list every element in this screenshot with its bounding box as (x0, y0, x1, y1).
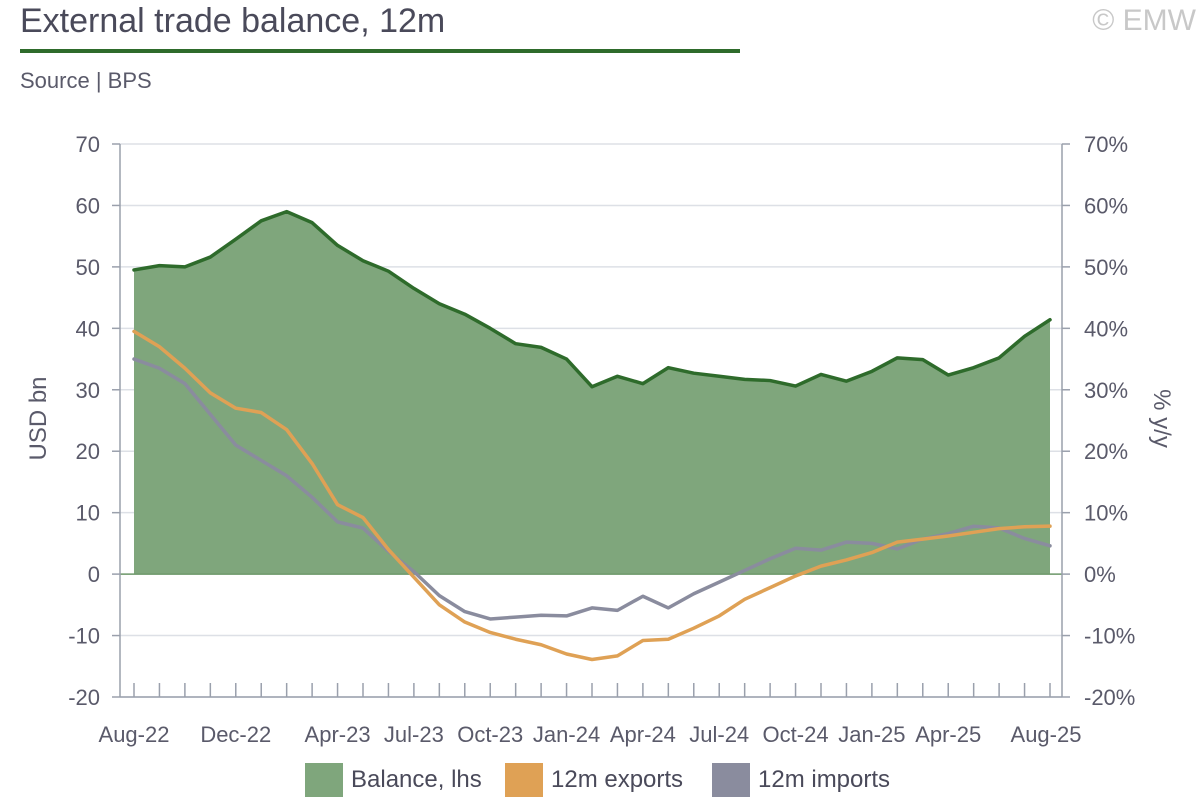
y-tick-left-3: 40 (76, 316, 100, 341)
x-tick-label-2: Apr-23 (305, 722, 371, 747)
y-tick-left-0: 70 (76, 132, 100, 157)
legend-swatch-exports (505, 763, 543, 797)
x-tick-label-7: Jul-24 (689, 722, 749, 747)
y-axis-title-right: % y/y (1148, 389, 1175, 448)
y-tick-right-3: 40% (1084, 316, 1128, 341)
legend-swatch-imports (712, 763, 750, 797)
x-tick-label-8: Oct-24 (763, 722, 829, 747)
y-tick-left-6: 10 (76, 501, 100, 526)
source-note: Source | BPS (20, 68, 152, 93)
x-tick-label-11: Aug-25 (1011, 722, 1082, 747)
legend-item-exports: 12m exports (505, 762, 683, 798)
axes (112, 143, 1070, 698)
legend-label-balance: Balance, lhs (351, 766, 482, 793)
y-tick-left-9: -20 (68, 685, 100, 710)
title-underline (20, 49, 740, 53)
y-tick-right-1: 60% (1084, 193, 1128, 218)
x-tick-label-9: Jan-25 (838, 722, 905, 747)
chart-title: External trade balance, 12m (20, 2, 446, 40)
y-tick-left-4: 30 (76, 378, 100, 403)
y-tick-left-5: 20 (76, 439, 100, 464)
balance-area-layer (120, 211, 1062, 575)
y-tick-right-9: -20% (1084, 685, 1135, 710)
x-tick-label-4: Oct-23 (457, 722, 523, 747)
imports-line (132, 357, 1052, 621)
y-tick-right-0: 70% (1084, 132, 1128, 157)
x-tick-label-0: Aug-22 (99, 722, 170, 747)
balance-area (134, 211, 1050, 575)
tick-labels: 70 70% 60 60% 50 50% 40 40% 30 30% 20 20% 10 10% 0 0% -1… (25, 132, 1175, 747)
legend-label-exports: 12m exports (551, 766, 684, 793)
legend-label-imports: 12m imports (758, 766, 891, 793)
x-tick-label-1: Dec-22 (200, 722, 271, 747)
legend-item-balance: Balance, lhs (305, 762, 482, 798)
x-tick-label-5: Jan-24 (533, 722, 600, 747)
legend: Balance, lhs 12m exports 12m imports (0, 762, 1200, 798)
y-tick-left-1: 60 (76, 193, 100, 218)
y-tick-left-2: 50 (76, 255, 100, 280)
y-tick-right-4: 30% (1084, 378, 1128, 403)
y-axis-title-left: USD bn (25, 376, 52, 460)
y-tick-right-7: 0% (1084, 562, 1116, 587)
x-tick-label-6: Apr-24 (610, 722, 676, 747)
x-tick-label-3: Jul-23 (384, 722, 444, 747)
y-tick-left-8: -10 (68, 624, 100, 649)
balance-line (132, 209, 1052, 389)
legend-swatch-balance (305, 763, 343, 797)
x-tick-label-10: Apr-25 (915, 722, 981, 747)
legend-item-imports: 12m imports (712, 762, 890, 798)
y-tick-right-8: -10% (1084, 624, 1135, 649)
y-tick-left-7: 0 (88, 562, 100, 587)
series-lines (132, 209, 1052, 662)
y-tick-right-2: 50% (1084, 255, 1128, 280)
y-tick-right-6: 10% (1084, 501, 1128, 526)
exports-line (132, 329, 1052, 662)
chart-canvas: 70 70% 60 60% 50 50% 40 40% 30 30% 20 20% 10 10% 0 0% -1… (25, 132, 1175, 747)
y-tick-right-5: 20% (1084, 439, 1128, 464)
copyright-watermark: © EMW (1092, 4, 1196, 37)
